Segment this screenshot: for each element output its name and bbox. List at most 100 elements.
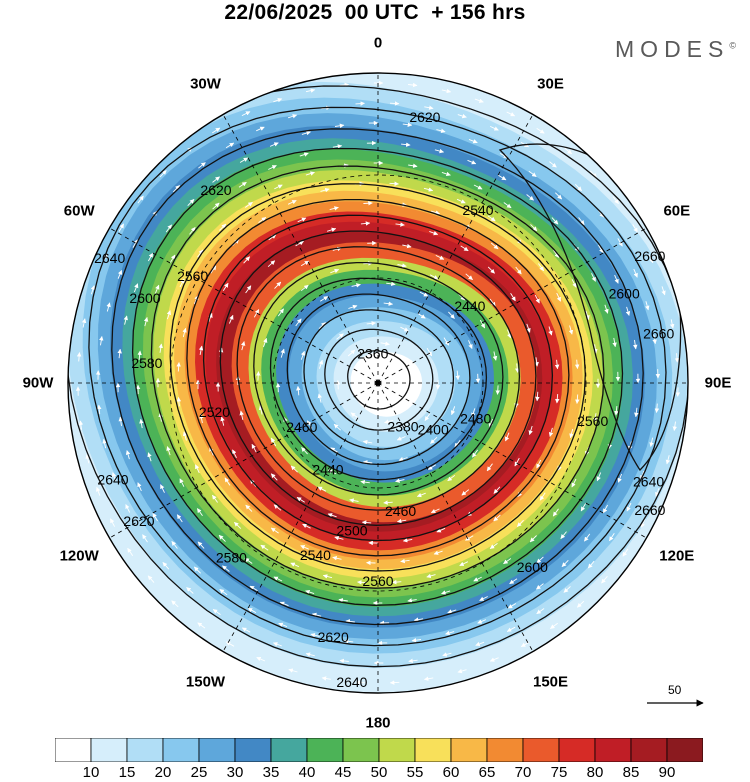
- contour-label: 2660: [634, 502, 665, 518]
- wind-vector: [239, 410, 244, 420]
- wind-vector: [568, 325, 574, 335]
- wind-vector: [362, 439, 373, 445]
- colorbar-tick-label: 50: [370, 764, 388, 781]
- contour-label: 2660: [643, 326, 674, 342]
- colorbar-swatch: [378, 738, 416, 762]
- wind-vector: [273, 576, 283, 582]
- wind-vector: [447, 609, 457, 614]
- wind-vector: [457, 668, 467, 674]
- wind-vector: [137, 482, 142, 492]
- contour-label: 2560: [177, 268, 208, 284]
- wind-vector: [528, 425, 533, 436]
- wind-vector: [182, 327, 187, 338]
- wind-vector: [445, 630, 455, 636]
- wind-vector: [490, 242, 499, 250]
- wind-vector: [383, 301, 394, 306]
- wind-vector: [442, 652, 452, 657]
- wind-vector: [305, 171, 315, 176]
- colorbar-swatch: [55, 738, 92, 762]
- wind-vector: [360, 221, 371, 226]
- wind-vector: [162, 562, 170, 570]
- height-contour: [286, 293, 471, 466]
- wind-vector: [551, 217, 559, 225]
- wind-vector: [198, 345, 204, 355]
- wind-vector: [461, 489, 470, 496]
- wind-vector: [398, 456, 408, 462]
- height-contour: [253, 261, 504, 496]
- contour-label: 2660: [634, 248, 665, 264]
- wind-vector: [348, 304, 358, 310]
- wind-vector: [179, 478, 185, 487]
- wind-vector: [534, 294, 540, 304]
- wind-vector: [256, 126, 265, 132]
- longitude-label: 30E: [537, 75, 564, 93]
- wind-vector: [330, 268, 340, 274]
- wind-vector: [571, 279, 577, 288]
- wind-vector: [274, 184, 283, 190]
- wind-vector: [272, 642, 282, 647]
- wind-vector: [171, 600, 179, 608]
- colorbar-tick-label: 30: [226, 764, 244, 781]
- wind-vector: [197, 249, 204, 258]
- wind-vector: [243, 256, 251, 264]
- wind-vector: [661, 286, 666, 296]
- height-contour: [202, 214, 554, 542]
- wind-vector: [78, 420, 84, 430]
- wind-vector: [299, 152, 309, 157]
- contour-label: 2620: [200, 182, 231, 198]
- map-title: 22/06/2025 00 UTC + 156 hrs: [224, 1, 526, 24]
- wind-vector: [270, 437, 277, 447]
- wind-vector: [333, 423, 342, 431]
- wind-vector: [436, 128, 446, 133]
- wind-vector: [241, 111, 251, 117]
- wind-vector: [475, 641, 485, 647]
- wind-vector: [102, 438, 107, 449]
- wind-vector: [210, 265, 217, 274]
- wind-vector: [287, 199, 297, 205]
- wind-vector: [534, 357, 539, 367]
- wind-vector: [614, 274, 619, 284]
- wind-vector: [489, 657, 499, 662]
- wind-vector: [383, 500, 393, 505]
- wind-vector: [336, 333, 344, 340]
- wind-vector: [258, 217, 267, 223]
- brand-logo: MODES©: [615, 36, 736, 63]
- wind-vector: [622, 548, 629, 557]
- longitude-label: 150E: [532, 673, 569, 691]
- south-pole-marker: [375, 380, 381, 386]
- wind-vector: [171, 541, 178, 549]
- meridian-line: [109, 382, 379, 539]
- wind-vector: [132, 239, 138, 248]
- geopotential-contours: [68, 85, 688, 668]
- height-contour: [347, 350, 411, 410]
- wind-vector: [569, 428, 574, 439]
- wind-vector: [389, 680, 400, 685]
- wind-vector: [596, 472, 602, 482]
- wind-vector: [169, 254, 176, 263]
- height-contour: [269, 277, 488, 481]
- contour-label: 2620: [318, 629, 349, 645]
- wind-vector: [384, 419, 394, 424]
- wind-vector: [516, 519, 524, 527]
- wind-vector: [424, 105, 434, 110]
- contour-label: 2600: [609, 285, 640, 301]
- wind-vector: [408, 163, 418, 168]
- height-contour: [236, 246, 521, 511]
- wind-vector: [158, 343, 163, 353]
- colorbar-tick-label: 60: [442, 764, 460, 781]
- wind-vector: [457, 113, 467, 119]
- wind-vector: [295, 318, 302, 327]
- wind-vector: [193, 566, 202, 574]
- wind-vector: [574, 359, 580, 370]
- wind-vector: [407, 598, 417, 603]
- wind-vector: [456, 198, 466, 204]
- contour-label: 2540: [300, 547, 331, 563]
- wind-vector: [554, 192, 563, 200]
- wind-vector: [322, 574, 333, 579]
- wind-vector: [350, 412, 359, 419]
- wind-vector: [244, 557, 253, 564]
- wind-vector: [468, 340, 473, 350]
- wind-vector: [239, 157, 249, 163]
- wind-vector: [317, 393, 323, 403]
- contour-label: 2540: [462, 202, 493, 218]
